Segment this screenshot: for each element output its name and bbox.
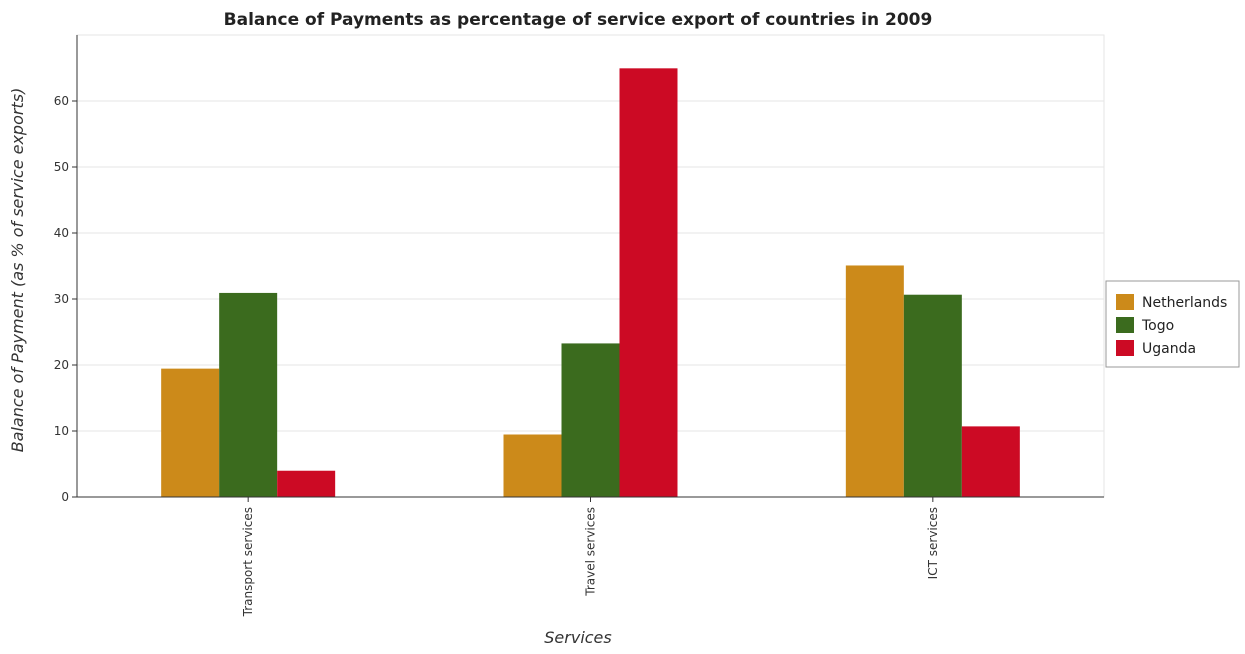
y-tick-label: 0 (61, 490, 69, 504)
legend-label-togo: Togo (1141, 318, 1174, 334)
legend-swatch-netherlands (1116, 294, 1134, 310)
x-tick-label: Transport services (241, 507, 255, 617)
y-axis-label: Balance of Payment (as % of service expo… (8, 88, 27, 453)
y-tick-label: 60 (54, 94, 69, 108)
bar-uganda-3 (961, 426, 1020, 497)
legend-swatch-uganda (1116, 340, 1134, 356)
legend-label-netherlands: Netherlands (1142, 295, 1227, 311)
bar-togo-2 (561, 343, 620, 497)
bar-uganda-1 (277, 470, 336, 497)
bar-netherlands-1 (161, 368, 220, 497)
legend: Netherlands Togo Uganda (1105, 280, 1240, 368)
axes: 0 10 20 30 40 50 60 Transport services Travel se… (54, 35, 1104, 617)
bars (161, 68, 1020, 497)
legend-swatch-togo (1116, 317, 1134, 333)
y-tick-label: 10 (54, 424, 69, 438)
chart-title: Balance of Payments as percentage of ser… (224, 10, 933, 30)
y-tick-label: 50 (54, 160, 69, 174)
bar-netherlands-3 (845, 265, 904, 497)
x-tick-label: Travel services (584, 507, 598, 597)
y-tick-label: 40 (54, 226, 69, 240)
y-tick-label: 30 (54, 292, 69, 306)
legend-label-uganda: Uganda (1142, 341, 1196, 357)
bar-netherlands-2 (503, 434, 562, 497)
x-tick-label: ICT services (926, 507, 940, 579)
y-tick-label: 20 (54, 358, 69, 372)
bar-uganda-2 (619, 68, 678, 497)
bar-togo-1 (219, 292, 278, 497)
x-axis-label: Services (544, 628, 611, 647)
bar-togo-3 (903, 294, 962, 497)
